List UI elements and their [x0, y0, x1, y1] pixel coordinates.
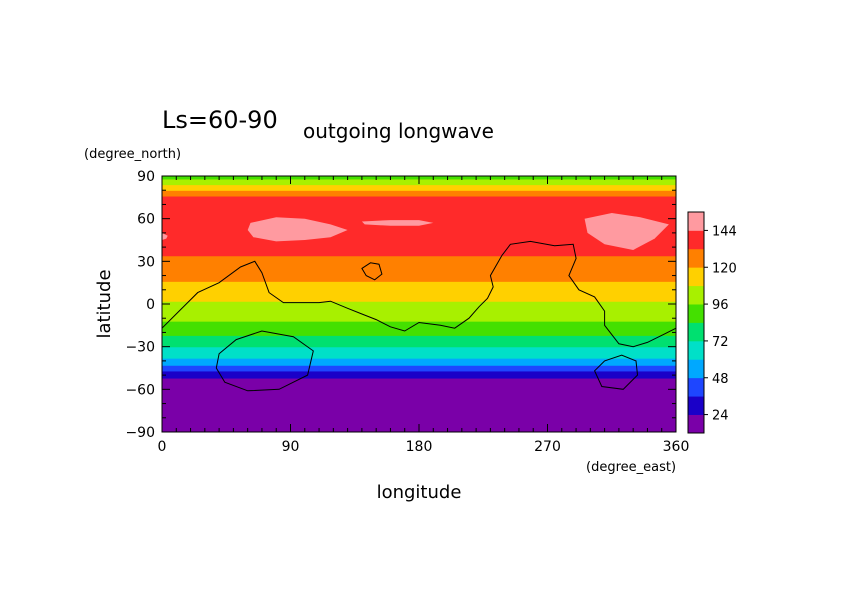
lat-band-8 — [162, 281, 676, 302]
y-tick-label: 0 — [146, 297, 155, 313]
colorbar-swatch — [688, 285, 704, 305]
y-axis-units: (degree_north) — [84, 147, 181, 162]
coastline-0 — [162, 240, 676, 348]
x-axis-label: longitude — [377, 482, 462, 503]
lat-band-4 — [162, 346, 676, 359]
temperature-bands — [162, 176, 676, 432]
chart-title-right: outgoing longwave — [303, 119, 494, 143]
high-region-1 — [361, 220, 434, 226]
colorbar: 24 48 72 96 120 144 — [687, 211, 737, 434]
colorbar-swatch — [688, 230, 704, 250]
colorbar-swatch — [688, 212, 704, 231]
lat-band-0 — [162, 377, 676, 432]
x-axis-units: (degree_east) — [586, 460, 676, 475]
coastline-2 — [215, 330, 314, 392]
colorbar-swatch — [688, 414, 704, 434]
lat-band-7 — [162, 301, 676, 322]
colorbar-tick-label: 24 — [712, 409, 729, 424]
lat-band-1 — [162, 370, 676, 379]
high-value-regions — [162, 213, 669, 250]
colorbar-tick-label: 120 — [712, 261, 737, 276]
chart-title-left: Ls=60-90 — [162, 106, 278, 134]
high-region-2 — [584, 213, 669, 250]
x-tick-label: 270 — [534, 439, 561, 455]
x-tick-label: 90 — [282, 439, 300, 455]
lat-band-11 — [162, 190, 676, 197]
y-tick-label: −60 — [125, 382, 155, 398]
colorbar-swatch — [688, 267, 704, 287]
colorbar-swatch — [688, 359, 704, 379]
coastline-3 — [593, 354, 639, 390]
lat-band-5 — [162, 335, 676, 348]
x-tick-label: 180 — [406, 439, 433, 455]
lat-band-6 — [162, 321, 676, 336]
high-region-0 — [247, 217, 348, 242]
x-axis-ticks: 0 90 180 270 360 — [158, 176, 690, 455]
colorbar-tick-label: 144 — [712, 224, 737, 239]
lat-band-12 — [162, 184, 676, 191]
coastline-contours — [162, 240, 676, 392]
colorbar-swatch — [688, 304, 704, 323]
colorbar-swatch — [688, 377, 704, 397]
y-axis-label: latitude — [94, 269, 115, 338]
x-tick-label: 0 — [158, 439, 167, 455]
colorbar-swatch — [688, 322, 704, 342]
y-axis-ticks: 90 60 30 0 −30 −60 −90 — [125, 169, 676, 441]
y-tick-label: 60 — [137, 212, 155, 228]
colorbar-tick-label: 72 — [712, 335, 729, 350]
high-region-3 — [162, 232, 168, 240]
colorbar-frame — [687, 211, 705, 434]
y-tick-label: −30 — [125, 340, 155, 356]
lat-band-3 — [162, 358, 676, 366]
coastline-1 — [361, 262, 383, 281]
colorbar-swatch — [688, 396, 704, 415]
y-tick-label: −90 — [125, 425, 155, 441]
colorbar-tick-label: 96 — [712, 298, 729, 313]
colorbar-tick-label: 48 — [712, 372, 729, 387]
colorbar-swatch — [688, 248, 704, 268]
y-tick-label: 90 — [137, 169, 155, 185]
y-tick-label: 30 — [137, 254, 155, 270]
lat-band-9 — [162, 255, 676, 282]
lat-band-2 — [162, 365, 676, 372]
colorbar-swatch — [688, 340, 704, 360]
x-tick-label: 360 — [663, 439, 690, 455]
